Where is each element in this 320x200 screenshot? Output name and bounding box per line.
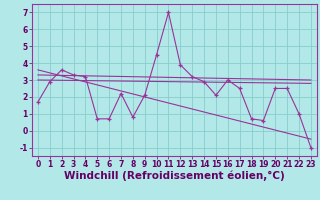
X-axis label: Windchill (Refroidissement éolien,°C): Windchill (Refroidissement éolien,°C) (64, 171, 285, 181)
